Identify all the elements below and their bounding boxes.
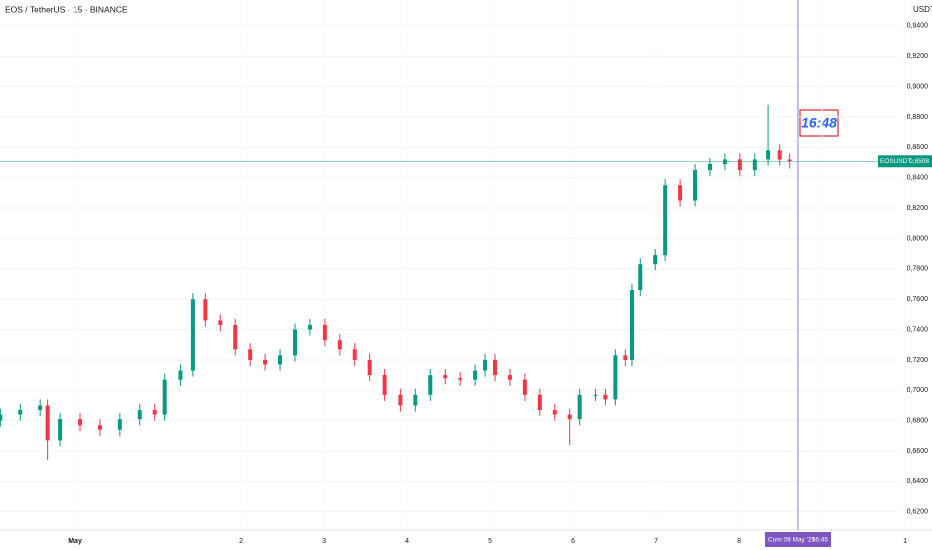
candle-body <box>117 419 122 430</box>
x-tick-label: 1 <box>903 538 907 545</box>
candle-body <box>58 419 63 441</box>
y-tick-label: 0,6600 <box>907 448 929 455</box>
candle-body <box>458 378 463 380</box>
y-tick-label: 0,9000 <box>907 83 929 90</box>
candle-body <box>752 159 757 171</box>
y-tick-label: 0,7600 <box>907 296 929 303</box>
candle-body <box>638 264 643 291</box>
candle-body <box>653 255 658 265</box>
candle-body <box>367 359 372 376</box>
y-tick-label: 0,9200 <box>907 53 929 60</box>
x-tick-label: 7 <box>654 538 658 545</box>
candle-body <box>0 414 3 421</box>
candle-body <box>382 375 387 395</box>
candle-body <box>577 394 582 420</box>
candle-body <box>707 164 712 171</box>
candle-body <box>483 359 488 371</box>
candle-body <box>537 394 542 411</box>
candle-body <box>218 320 223 325</box>
annotation-box <box>799 109 839 137</box>
candle-body <box>18 410 23 415</box>
candle-body <box>603 394 608 400</box>
candle-body <box>322 324 327 341</box>
candle-body <box>97 425 102 430</box>
x-tick-label: 8 <box>737 538 741 545</box>
cursor-date: Cum 09 May '25 <box>768 537 816 544</box>
candle-body <box>522 379 527 395</box>
candle-body <box>493 359 498 376</box>
candle-body <box>398 394 403 406</box>
y-tick-label: 0,8600 <box>907 144 929 151</box>
candle-body <box>152 410 157 415</box>
currency-label: USDT <box>913 5 932 14</box>
candle-body <box>337 340 342 350</box>
candle-body <box>190 299 195 371</box>
candle-body <box>787 159 792 162</box>
candle-body <box>263 359 268 365</box>
candle-body <box>413 394 418 406</box>
candle-body <box>737 159 742 171</box>
candle-body <box>352 349 357 360</box>
candle-body <box>203 299 208 321</box>
candle-body <box>552 410 557 415</box>
candle-body <box>45 405 50 441</box>
cursor-time: 16:45 <box>812 537 829 544</box>
y-tick-label: 0,9400 <box>907 23 929 30</box>
candle-body <box>162 379 167 415</box>
y-tick-label: 0,6200 <box>907 509 929 516</box>
candle-body <box>443 375 448 379</box>
candle-body <box>777 150 782 160</box>
candle-body <box>593 394 598 396</box>
y-tick-label: 0,8000 <box>907 235 929 242</box>
candle-body <box>292 329 297 356</box>
y-tick-label: 0,6400 <box>907 478 929 485</box>
chart-title: EOS / TetherUS · 15 · BINANCE <box>5 4 128 14</box>
candle-body <box>278 355 283 365</box>
candle-body <box>178 370 183 380</box>
candle-body <box>766 150 771 160</box>
candle-body <box>567 414 572 420</box>
candle-body <box>693 170 698 201</box>
x-tick-label: 2 <box>239 538 243 545</box>
y-tick-label: 0,7400 <box>907 326 929 333</box>
candle-body <box>663 185 668 256</box>
candle-body <box>78 419 83 426</box>
y-tick-label: 0,7200 <box>907 357 929 364</box>
y-tick-label: 0,7800 <box>907 266 929 273</box>
x-tick-label: 5 <box>488 538 492 545</box>
candle-body <box>137 410 142 420</box>
last-price-symbol: EOSUSDT <box>880 158 911 165</box>
candle-body <box>629 290 634 360</box>
candle-body <box>233 324 238 350</box>
annotation-text: 16:48 <box>801 115 837 131</box>
candle-body <box>473 370 478 380</box>
y-tick-label: 0,8200 <box>907 205 929 212</box>
last-price-tag <box>878 155 932 168</box>
y-tick-label: 0,7000 <box>907 387 929 394</box>
last-price-value: 0,8508 <box>909 158 929 165</box>
x-tick-label: 4 <box>405 538 409 545</box>
x-tick-label: 3 <box>322 538 326 545</box>
candle-body <box>623 355 628 360</box>
x-tick-label: 6 <box>571 538 575 545</box>
y-tick-label: 0,8400 <box>907 175 929 182</box>
candle-body <box>428 375 433 395</box>
candle-body <box>722 159 727 165</box>
candle-body <box>38 405 43 411</box>
y-tick-label: 0,6800 <box>907 418 929 425</box>
candle-body <box>248 349 253 360</box>
candle-body <box>678 185 683 201</box>
y-tick-label: 0,8800 <box>907 114 929 121</box>
x-tick-label: May <box>68 538 82 545</box>
cursor-tag <box>764 532 831 547</box>
candle-body <box>613 355 618 400</box>
candle-body <box>507 375 512 380</box>
candle-body <box>307 324 312 330</box>
